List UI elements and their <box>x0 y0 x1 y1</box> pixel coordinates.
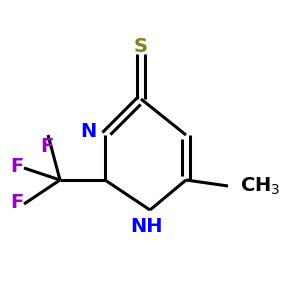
Text: F: F <box>40 137 53 157</box>
Text: NH: NH <box>131 217 163 236</box>
Text: F: F <box>10 193 23 212</box>
Text: CH$_3$: CH$_3$ <box>240 175 280 197</box>
Text: N: N <box>80 122 97 142</box>
Text: S: S <box>134 37 148 56</box>
Text: F: F <box>10 157 23 176</box>
